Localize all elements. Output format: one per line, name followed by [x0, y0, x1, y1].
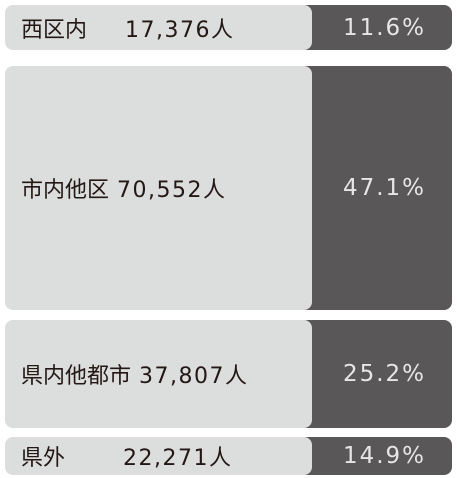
count: 70,552人 — [117, 178, 227, 203]
count: 17,376人 — [125, 17, 235, 43]
label: 県内他都市 — [21, 364, 132, 389]
share: 14.9% — [342, 443, 427, 469]
label-box: 県外 22,271人 — [5, 437, 312, 475]
row: 11.6% 西区内 17,376人 — [5, 5, 452, 50]
row: 14.9% 県外 22,271人 — [5, 437, 452, 475]
share-box: 14.9% — [295, 437, 452, 475]
row: 47.1% 市内他区 70,552人 — [5, 66, 452, 310]
label-box: 県内他都市 37,807人 — [5, 320, 312, 428]
share-box: 11.6% — [295, 5, 452, 50]
share-box: 47.1% — [295, 66, 452, 310]
share: 47.1% — [342, 175, 427, 201]
count: 37,807人 — [139, 364, 249, 389]
share: 25.2% — [342, 361, 427, 387]
row: 25.2% 県内他都市 37,807人 — [5, 320, 452, 428]
label-box: 西区内 17,376人 — [5, 5, 312, 50]
share: 11.6% — [342, 14, 427, 41]
count: 22,271人 — [123, 446, 233, 471]
label: 西区内 — [21, 17, 88, 43]
label-box: 市内他区 70,552人 — [5, 66, 312, 310]
label: 市内他区 — [21, 178, 110, 203]
label: 県外 — [21, 446, 66, 471]
share-box: 25.2% — [295, 320, 452, 428]
